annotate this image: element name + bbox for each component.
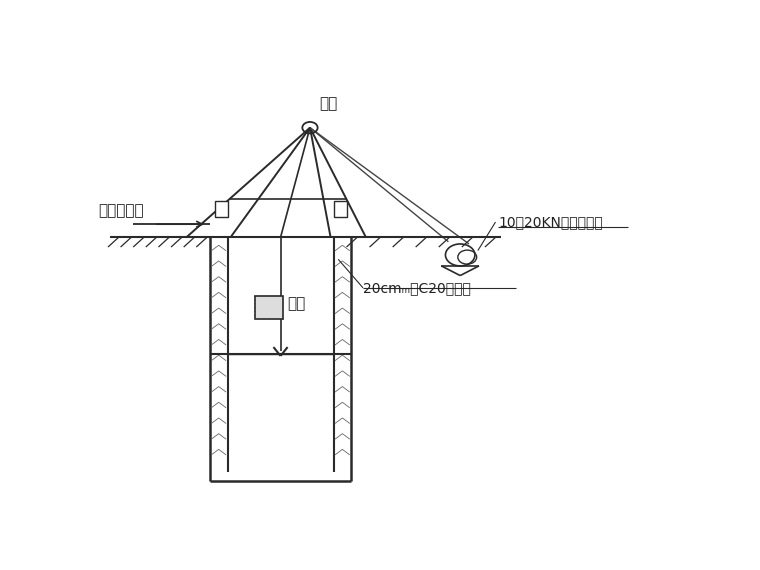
Text: 20cmₘ厚C20砼护壁: 20cmₘ厚C20砼护壁 [363, 281, 471, 295]
Text: 绞车: 绞车 [319, 96, 337, 111]
Text: 空压机通风: 空压机通风 [98, 203, 144, 218]
Bar [214, 201, 227, 217]
Text: 吊桶: 吊桶 [287, 296, 306, 312]
Bar [255, 296, 283, 319]
Text: 10～20KN慢速卷扬机: 10～20KN慢速卷扬机 [499, 215, 603, 229]
Text: 测: 测 [95, 507, 96, 508]
Bar [334, 201, 347, 217]
